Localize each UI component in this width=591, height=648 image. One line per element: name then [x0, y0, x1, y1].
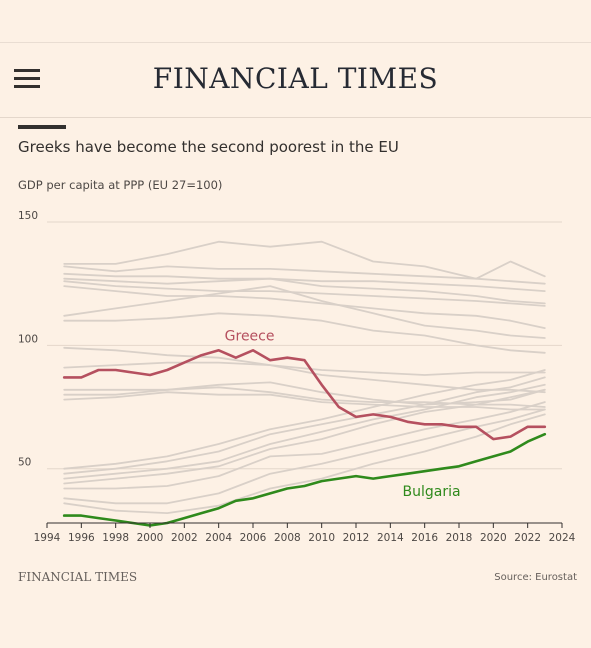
x-tick-label: 1994	[34, 532, 61, 544]
x-tick-label: 2000	[137, 532, 164, 544]
series-line-other-14	[63, 391, 546, 411]
series-line-greece	[62, 349, 547, 441]
y-tick-label: 50	[18, 457, 31, 469]
footer-brand: FINANCIAL TIMES	[18, 570, 138, 584]
series-line-other-6	[63, 280, 546, 307]
series-line-other-10	[63, 346, 546, 376]
series-line-other-4	[63, 272, 546, 292]
top-divider	[0, 42, 591, 43]
series-line-other-11	[63, 361, 546, 394]
x-tick-label: 2006	[240, 532, 267, 544]
x-tick-label: 2022	[514, 532, 541, 544]
series-line-bulgaria	[62, 432, 547, 527]
x-tick-label: 2012	[343, 532, 370, 544]
x-tick-label: 2024	[549, 532, 576, 544]
masthead[interactable]: FINANCIAL TIMES	[152, 62, 439, 95]
x-tick-label: 1996	[68, 532, 95, 544]
x-tick-label: 2002	[171, 532, 198, 544]
chart-title: Greeks have become the second poorest in…	[18, 138, 399, 156]
series-line-other-13	[63, 386, 546, 408]
source-note: Source: Eurostat	[494, 572, 577, 583]
x-tick-label: 2008	[274, 532, 301, 544]
series-line-other-7	[63, 285, 546, 329]
series-line-other-8	[63, 285, 546, 339]
series-line-other-3	[63, 265, 546, 285]
hamburger-menu-icon[interactable]	[14, 69, 40, 89]
series-line-other-19	[63, 401, 546, 490]
series-line-other-17	[63, 383, 546, 480]
series-line-other-9	[63, 312, 546, 354]
x-tick-label: 2010	[308, 532, 335, 544]
y-tick-label: 100	[18, 333, 38, 345]
series-line-other-2	[63, 240, 546, 280]
line-chart: 50 100 150 1994 1996 1998 2000 2002 2004 2006 200…	[18, 210, 576, 544]
x-tick-label: 2014	[377, 532, 404, 544]
x-tick-label: 1998	[102, 532, 129, 544]
y-tick-label: 150	[18, 210, 38, 222]
series-line-other-15	[63, 369, 546, 470]
series-label-greece: Greece	[225, 328, 275, 344]
series-line-other-5	[63, 277, 546, 305]
series-line-other-21	[63, 413, 546, 514]
x-tick-label: 2018	[446, 532, 473, 544]
header-divider	[0, 117, 591, 118]
series-label-bulgaria: Bulgaria	[403, 484, 461, 500]
x-tick-label: 2004	[205, 532, 232, 544]
series-line-other-16	[63, 376, 546, 475]
series-line-other-18	[63, 388, 546, 485]
x-tick-label: 2020	[480, 532, 507, 544]
chart-subtitle: GDP per capita at PPP (EU 27=100)	[18, 178, 223, 192]
title-accent-bar	[18, 125, 66, 129]
series-line-other-20	[63, 408, 546, 505]
x-tick-label: 2016	[411, 532, 438, 544]
